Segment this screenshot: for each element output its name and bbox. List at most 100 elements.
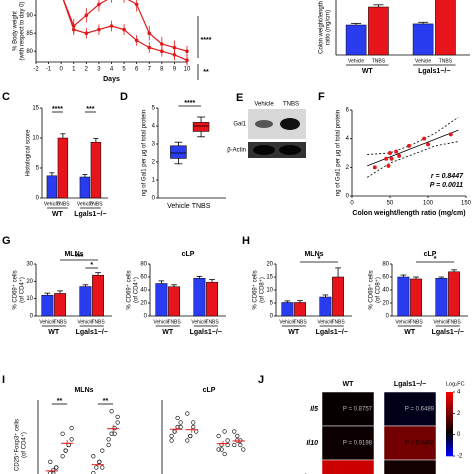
point xyxy=(225,438,230,443)
group-label: WT xyxy=(404,329,416,336)
bar xyxy=(294,302,307,317)
box xyxy=(192,122,210,132)
bar xyxy=(281,302,294,317)
x-tick-label: 5 xyxy=(122,67,126,73)
column-label: WT xyxy=(343,381,355,388)
heatmap-cell xyxy=(383,391,437,427)
y-axis-label: ng of Gal1 per μg of total protein xyxy=(142,110,148,196)
x-tick-label: 7 xyxy=(148,67,152,73)
point xyxy=(232,429,237,434)
heatmap-cell xyxy=(321,391,375,427)
colorbar-step xyxy=(446,412,453,415)
group-label: WT xyxy=(288,329,300,336)
y-tick-label: 0 xyxy=(36,196,40,202)
bar xyxy=(79,176,91,199)
fit-line xyxy=(367,129,459,167)
point xyxy=(91,471,96,474)
y-tick-label: 2 xyxy=(346,165,350,171)
y-tick-label: 20 xyxy=(26,279,33,285)
colorbar-step xyxy=(446,402,453,405)
confidence-band xyxy=(366,141,459,178)
point xyxy=(69,437,74,442)
group-label: Lgals1−/− xyxy=(418,68,450,75)
y-tick-label: 80 xyxy=(140,262,147,268)
y-axis-label: % CD69⁺ cells xyxy=(12,270,19,309)
group-label: WT xyxy=(162,329,174,336)
y-axis-label: (of CD4⁺) xyxy=(21,432,28,458)
colorbar-step xyxy=(446,408,453,411)
bar xyxy=(435,278,448,317)
point xyxy=(109,431,114,436)
y-tick-label: 4 xyxy=(152,124,156,130)
point xyxy=(69,426,74,431)
significance-label: * xyxy=(318,256,321,263)
colorbar-step xyxy=(446,434,453,437)
x-tick-label: TNBS xyxy=(91,319,105,325)
panel-letter: E xyxy=(236,92,243,104)
blot-band xyxy=(279,145,301,155)
panel-letter: I xyxy=(2,374,5,386)
point xyxy=(222,451,227,457)
chart-title: MLNs xyxy=(64,251,83,258)
point xyxy=(216,447,221,452)
y-tick-label: 40 xyxy=(140,288,147,294)
chart-title: MLNs xyxy=(74,387,93,394)
line-series xyxy=(63,0,188,52)
y-tick-label: 85 xyxy=(26,31,33,37)
x-tick-label: Vehicle xyxy=(44,201,60,207)
y-tick-label: 40 xyxy=(382,288,389,294)
heatmap-cell xyxy=(321,459,375,474)
x-axis-label: Colon weight/length ratio (mg/cm) xyxy=(352,210,465,217)
colorbar-step xyxy=(446,396,453,399)
p-value-label: P = 0.8757 xyxy=(343,407,373,413)
colorbar-title: Log₂FC xyxy=(446,381,465,387)
colorbar-step xyxy=(446,416,453,419)
y-tick-label: 2 xyxy=(152,160,156,166)
point xyxy=(185,49,189,53)
colorbar-step xyxy=(446,400,453,403)
colorbar-step xyxy=(446,404,453,407)
point xyxy=(219,447,224,452)
x-tick-label: Vehicle xyxy=(415,58,431,64)
y-axis-label: (with respect to day 0) xyxy=(20,1,26,60)
significance-label: ** xyxy=(57,398,63,405)
group-label: WT xyxy=(52,211,64,218)
x-tick-label: 4 xyxy=(110,67,114,73)
y-axis-label: Histological score xyxy=(26,129,32,177)
point xyxy=(407,143,411,148)
point xyxy=(60,454,65,459)
x-tick-label: -2 xyxy=(33,67,39,73)
x-tick-label: 0 xyxy=(350,201,354,207)
blot-band xyxy=(253,145,275,155)
y-axis-label: % CD69⁺ cells xyxy=(252,270,259,309)
y-tick-label: 10 xyxy=(32,136,39,142)
y-tick-label: 10 xyxy=(26,296,33,302)
y-tick-label: 0 xyxy=(30,314,34,320)
colorbar-step xyxy=(446,392,453,395)
lane-label: TNBS xyxy=(283,102,299,108)
band-label: Gal1 xyxy=(233,122,246,128)
bar xyxy=(79,286,92,317)
bar xyxy=(448,271,461,317)
significance-label: **** xyxy=(52,106,63,113)
y-tick-label: 1 xyxy=(152,178,156,184)
bar xyxy=(46,175,58,199)
x-tick-label: Vehicle xyxy=(317,319,333,325)
row-label: Il5 xyxy=(310,406,318,413)
point xyxy=(188,433,193,439)
bar xyxy=(345,24,367,56)
x-tick-label: Vehicle xyxy=(39,319,55,325)
y-tick-label: 90 xyxy=(26,13,33,19)
point xyxy=(426,142,430,147)
x-tick-label: 0 xyxy=(59,67,63,73)
y-axis-label: ratio (mg/cm) xyxy=(326,10,332,45)
bar xyxy=(206,281,219,317)
y-tick-label: 5 xyxy=(152,106,156,112)
band-label: β-Actin xyxy=(227,148,246,154)
x-tick-label: TNBS xyxy=(53,319,67,325)
bar xyxy=(412,23,434,56)
point xyxy=(54,465,59,470)
colorbar-step xyxy=(446,452,453,455)
colorbar-tick-label: 4 xyxy=(457,390,461,396)
y-tick-label: 95 xyxy=(26,0,33,1)
